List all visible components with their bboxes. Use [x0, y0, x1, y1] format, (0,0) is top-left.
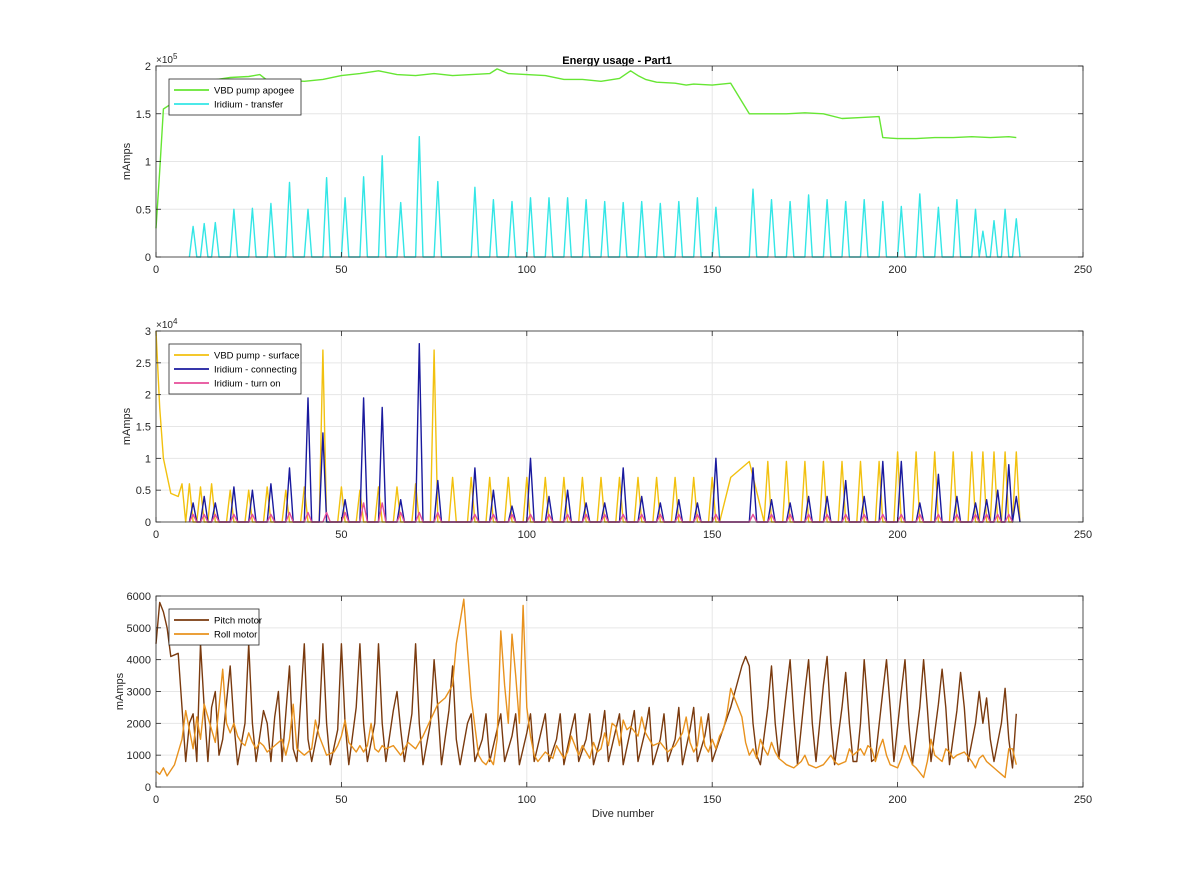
series-line-2-3 — [188, 502, 1014, 523]
y-tick-label: 3000 — [127, 687, 151, 699]
y-tick-label: 4000 — [127, 655, 151, 667]
y-tick-label: 1 — [145, 157, 151, 169]
axes-2: 0 50 100 150 200 250 0 0.5 1 1.5 2 2.5 3 ×104 mAmps VBD… — [121, 317, 1092, 541]
legend-box — [168, 78, 302, 116]
y-tick-label: 0 — [145, 517, 151, 529]
y-tick-label: 0 — [145, 782, 151, 794]
axes-3: 0 50 100 150 200 250 0 1000 2000 3000 4000 5000 6000… — [114, 591, 1092, 806]
x-tick-label: 0 — [153, 794, 159, 806]
y-tick-label: 3 — [145, 326, 151, 338]
series-line-3-2 — [155, 598, 1017, 779]
legend-box — [168, 608, 260, 646]
y-exponent-power: 4 — [173, 317, 178, 326]
y-tick-label: 2000 — [127, 718, 151, 730]
legend-label: VBD pump - surface — [214, 351, 300, 362]
y-tick-label: 1000 — [127, 750, 151, 762]
x-tick-label: 50 — [335, 529, 347, 541]
legend-label: Pitch motor — [214, 616, 262, 627]
y-tick-label: 1.5 — [136, 422, 151, 434]
legend-label: Roll motor — [214, 630, 257, 641]
y-tick-label: 0 — [145, 252, 151, 264]
y-tick-label: 2.5 — [136, 358, 151, 370]
y-exponent-label: ×104 — [156, 317, 178, 331]
legend-label: Iridium - transfer — [214, 100, 283, 111]
y-tick-label: 2 — [145, 390, 151, 402]
series-line-2-1 — [155, 330, 1021, 523]
y-tick-label: 5000 — [127, 623, 151, 635]
x-tick-label: 250 — [1074, 264, 1092, 276]
y-axis-label: mAmps — [114, 672, 126, 710]
x-tick-label: 250 — [1074, 529, 1092, 541]
y-tick-label: 6000 — [127, 591, 151, 603]
x-tick-label: 200 — [888, 264, 906, 276]
series-line-1-1 — [155, 68, 1017, 229]
x-tick-label: 100 — [518, 264, 536, 276]
x-tick-label: 150 — [703, 529, 721, 541]
series-line-3-1 — [155, 601, 1017, 769]
legend-label: Iridium - connecting — [214, 365, 297, 376]
y-axis-label: mAmps — [121, 142, 133, 180]
x-axis-label: Dive number — [592, 808, 655, 820]
y-axis-label: mAmps — [121, 407, 133, 445]
x-tick-label: 0 — [153, 529, 159, 541]
y-tick-label: 1.5 — [136, 109, 151, 121]
x-tick-label: 50 — [335, 264, 347, 276]
x-tick-label: 100 — [518, 794, 536, 806]
legend-label: VBD pump apogee — [214, 86, 294, 97]
x-tick-label: 200 — [888, 794, 906, 806]
y-exponent-label: ×105 — [156, 52, 178, 66]
axes-1: 0 50 100 150 200 250 0 0.5 1 1.5 2 ×105 mAmps VBD pum… — [121, 52, 1092, 276]
legend-label: Iridium - turn on — [214, 379, 281, 390]
x-tick-label: 250 — [1074, 794, 1092, 806]
y-tick-label: 1 — [145, 453, 151, 465]
x-tick-label: 50 — [335, 794, 347, 806]
x-tick-label: 150 — [703, 794, 721, 806]
y-tick-label: 2 — [145, 61, 151, 73]
y-tick-label: 0.5 — [136, 485, 151, 497]
x-tick-label: 100 — [518, 529, 536, 541]
x-tick-label: 200 — [888, 529, 906, 541]
y-tick-label: 0.5 — [136, 204, 151, 216]
x-tick-label: 0 — [153, 264, 159, 276]
x-tick-label: 150 — [703, 264, 721, 276]
y-exponent-power: 5 — [173, 52, 178, 61]
chart-title: Energy usage - Part1 — [562, 55, 671, 67]
